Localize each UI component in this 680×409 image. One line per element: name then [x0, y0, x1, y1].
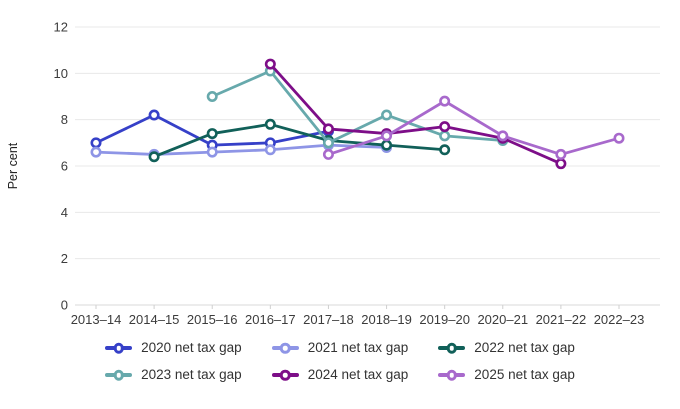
svg-text:2022–23: 2022–23 [594, 312, 645, 327]
svg-text:10: 10 [54, 66, 68, 81]
series-2025-net-tax-gap [322, 95, 625, 160]
legend-item-2020-net-tax-gap[interactable]: 2020 net tax gap [105, 338, 242, 358]
data-point [381, 130, 393, 142]
legend-item-2022-net-tax-gap[interactable]: 2022 net tax gap [438, 338, 575, 358]
svg-text:4: 4 [61, 205, 68, 220]
legend-label: 2022 net tax gap [474, 340, 575, 356]
data-point [439, 95, 451, 107]
y-axis-tick-labels: 0 2 4 6 8 10 12 [54, 20, 68, 313]
gridlines [75, 26, 660, 306]
legend-item-2025-net-tax-gap[interactable]: 2025 net tax gap [438, 365, 575, 385]
legend-label: 2025 net tax gap [474, 367, 575, 383]
x-axis-tick-labels: 2013–14 2014–15 2015–16 2016–17 2017–18 2018–… [71, 305, 645, 327]
data-point [322, 137, 334, 149]
svg-text:8: 8 [61, 112, 68, 127]
data-point [322, 123, 334, 135]
series-2023-net-tax-gap [206, 65, 509, 149]
y-axis-title: Per cent [6, 142, 20, 189]
legend-item-2023-net-tax-gap[interactable]: 2023 net tax gap [105, 365, 242, 385]
svg-text:2013–14: 2013–14 [71, 312, 122, 327]
legend-item-2021-net-tax-gap[interactable]: 2021 net tax gap [271, 338, 409, 358]
chart-area: 0 2 4 6 8 10 12 Per cent 2013–14 2014–15 2015–16 20… [6, 20, 660, 327]
svg-text:2021–22: 2021–22 [536, 312, 587, 327]
data-point [206, 91, 218, 103]
legend-row-1: 2020 net tax gap 2021 net tax gap 2022 n… [105, 338, 575, 358]
legend-label: 2024 net tax gap [307, 367, 409, 383]
legend-label: 2021 net tax gap [307, 340, 409, 356]
data-point [206, 128, 218, 140]
legend-row-2: 2023 net tax gap 2024 net tax gap 2025 n… [105, 365, 575, 385]
data-point [264, 58, 276, 70]
data-point [497, 130, 509, 142]
data-point [613, 132, 625, 144]
legend-line-marker-icon [105, 369, 133, 381]
data-point [439, 121, 451, 133]
svg-text:2015–16: 2015–16 [187, 312, 238, 327]
data-point [148, 151, 160, 163]
legend-label: 2023 net tax gap [141, 367, 242, 383]
data-point [555, 148, 567, 160]
data-point [322, 148, 334, 160]
svg-text:0: 0 [61, 298, 68, 313]
data-point [206, 146, 218, 158]
data-point [555, 158, 567, 170]
svg-text:12: 12 [54, 20, 68, 35]
legend-item-2024-net-tax-gap[interactable]: 2024 net tax gap [271, 365, 409, 385]
data-point [381, 139, 393, 151]
legend-line-marker-icon [105, 342, 133, 354]
legend-line-marker-icon [271, 342, 299, 354]
svg-text:2020–21: 2020–21 [477, 312, 528, 327]
svg-text:6: 6 [61, 159, 68, 174]
svg-text:2014–15: 2014–15 [129, 312, 180, 327]
svg-text:2019–20: 2019–20 [419, 312, 470, 327]
data-point [439, 130, 451, 142]
chart-legend: 2020 net tax gap 2021 net tax gap 2022 n… [0, 338, 680, 385]
legend-line-marker-icon [438, 369, 466, 381]
data-point [90, 146, 102, 158]
data-point [90, 137, 102, 149]
svg-text:2017–18: 2017–18 [303, 312, 354, 327]
svg-text:2016–17: 2016–17 [245, 312, 296, 327]
legend-line-marker-icon [271, 369, 299, 381]
data-point [148, 109, 160, 121]
data-point [439, 144, 451, 156]
data-point [381, 109, 393, 121]
legend-line-marker-icon [438, 342, 466, 354]
data-point [264, 144, 276, 156]
legend-label: 2020 net tax gap [141, 340, 242, 356]
svg-text:2018–19: 2018–19 [361, 312, 412, 327]
data-point [264, 118, 276, 130]
series-2024-net-tax-gap [264, 58, 567, 170]
svg-text:2: 2 [61, 251, 68, 266]
